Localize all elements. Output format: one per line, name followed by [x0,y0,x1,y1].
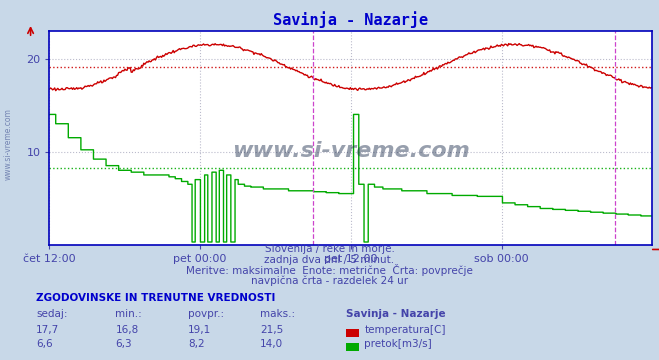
Text: Slovenija / reke in morje.: Slovenija / reke in morje. [264,244,395,254]
Text: maks.:: maks.: [260,309,295,319]
Text: 19,1: 19,1 [188,325,211,335]
Text: 8,2: 8,2 [188,339,204,350]
Text: zadnja dva dni / 5 minut.: zadnja dva dni / 5 minut. [264,255,395,265]
Title: Savinja - Nazarje: Savinja - Nazarje [273,11,428,28]
Text: 14,0: 14,0 [260,339,283,350]
Text: povpr.:: povpr.: [188,309,224,319]
Text: 21,5: 21,5 [260,325,283,335]
Text: Meritve: maksimalne  Enote: metrične  Črta: povprečje: Meritve: maksimalne Enote: metrične Črta… [186,264,473,276]
Text: www.si-vreme.com: www.si-vreme.com [232,140,470,161]
Text: temperatura[C]: temperatura[C] [364,325,446,335]
Text: min.:: min.: [115,309,142,319]
Text: 6,3: 6,3 [115,339,132,350]
Text: 6,6: 6,6 [36,339,53,350]
Text: Savinja - Nazarje: Savinja - Nazarje [346,309,445,319]
Text: navpična črta - razdelek 24 ur: navpična črta - razdelek 24 ur [251,276,408,287]
Text: sedaj:: sedaj: [36,309,68,319]
Text: pretok[m3/s]: pretok[m3/s] [364,339,432,350]
Text: 16,8: 16,8 [115,325,138,335]
Text: www.si-vreme.com: www.si-vreme.com [3,108,13,180]
Text: ZGODOVINSKE IN TRENUTNE VREDNOSTI: ZGODOVINSKE IN TRENUTNE VREDNOSTI [36,293,275,303]
Text: 17,7: 17,7 [36,325,59,335]
